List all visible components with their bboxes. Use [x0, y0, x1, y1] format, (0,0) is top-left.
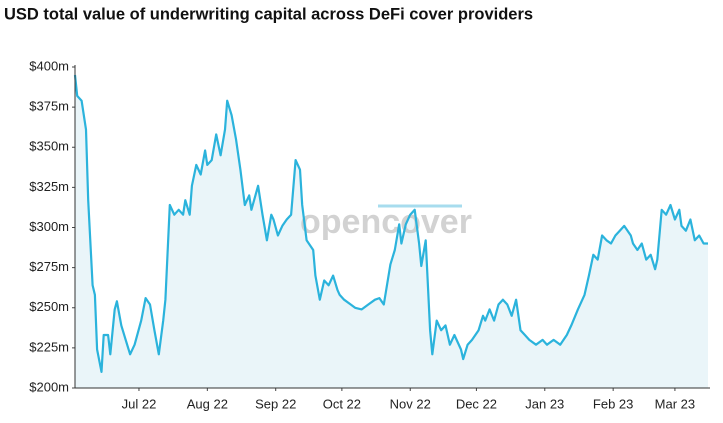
y-tick-label: $275m [29, 259, 69, 274]
y-tick-label: $250m [29, 299, 69, 314]
x-tick-label: Aug 22 [187, 396, 228, 411]
x-tick-label: Mar 23 [655, 396, 695, 411]
x-tick-label: Sep 22 [255, 396, 296, 411]
y-tick-label: $200m [29, 379, 69, 394]
chart-title: USD total value of underwriting capital … [4, 5, 533, 23]
line [73, 74, 708, 373]
x-tick-label: Dec 22 [456, 396, 497, 411]
y-tick-label: $300m [29, 219, 69, 234]
y-tick-label: $325m [29, 179, 69, 194]
x-tick-label: Feb 23 [593, 396, 633, 411]
watermark: opencover [300, 203, 472, 241]
y-tick-label: $350m [29, 139, 69, 154]
y-tick-label: $225m [29, 339, 69, 354]
y-tick-label: $400m [29, 58, 69, 73]
y-tick-label: $375m [29, 99, 69, 114]
x-tick-label: Oct 22 [323, 396, 361, 411]
x-tick-label: Jan 23 [525, 396, 564, 411]
area [75, 75, 708, 388]
x-tick-label: Jul 22 [122, 396, 157, 411]
x-tick-label: Nov 22 [390, 396, 431, 411]
